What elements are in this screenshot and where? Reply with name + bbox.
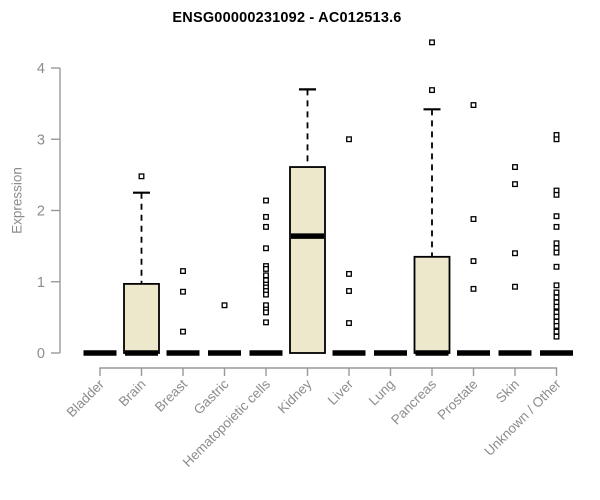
box-pancreas (413, 255, 451, 354)
chart-title: ENSG00000231092 - AC012513.6 (172, 10, 402, 26)
outlier-point (553, 328, 560, 335)
y-tick-label: 3 (37, 132, 45, 148)
outlier-point (553, 213, 560, 220)
y-tick-label: 1 (37, 275, 45, 291)
outlier-point (553, 249, 560, 256)
outlier-point (180, 288, 186, 295)
outlier-point (138, 173, 145, 180)
outlier-point (263, 197, 269, 204)
outlier-point (221, 302, 228, 309)
outlier-point (346, 320, 352, 327)
outlier-point (263, 272, 269, 279)
outlier-point (470, 285, 477, 292)
outlier-point (512, 283, 518, 290)
outlier-point (180, 328, 186, 335)
outlier-point (470, 258, 477, 265)
y-axis-label: Expression (9, 167, 25, 234)
outlier-point (512, 250, 518, 257)
x-tick-label: Unknown / Other (481, 376, 564, 459)
x-tick-label: Skin (493, 377, 522, 406)
outlier-point (553, 294, 560, 301)
outlier-point (553, 333, 560, 340)
y-tick-label: 4 (37, 61, 45, 77)
outlier-point (429, 87, 435, 94)
x-tick-label: Lung (366, 377, 398, 409)
y-tick-label: 0 (37, 346, 45, 362)
outlier-point (553, 303, 560, 310)
outlier-point (263, 309, 269, 316)
outlier-point (553, 223, 560, 230)
outlier-point (553, 322, 560, 329)
outlier-point (346, 288, 352, 294)
outlier-point (470, 102, 477, 108)
outlier-point (512, 181, 518, 188)
outlier-point (553, 282, 560, 289)
outlier-point (553, 136, 560, 143)
outlier-point (553, 263, 560, 270)
x-tick-label: Kidney (275, 376, 315, 416)
outlier-point (553, 240, 560, 247)
outlier-point (553, 191, 560, 198)
outlier-point (512, 164, 518, 170)
outlier-point (263, 319, 269, 326)
x-tick-label: Liver (325, 376, 357, 408)
x-tick-label: Pancreas (388, 376, 439, 427)
outlier-point (263, 265, 269, 272)
box-brain (123, 282, 160, 354)
x-tick-label: Brain (116, 377, 149, 410)
outlier-point (346, 270, 352, 277)
outlier-point (180, 268, 186, 275)
x-tick-label: Bladder (64, 376, 108, 420)
y-tick-label: 2 (37, 204, 45, 220)
box-kidney (289, 166, 326, 354)
outlier-point (263, 291, 269, 298)
outlier-point (263, 213, 269, 220)
outlier-point (263, 245, 269, 252)
outlier-point (470, 216, 477, 222)
x-tick-label: Prostate (434, 377, 480, 423)
outlier-point (429, 39, 435, 46)
outlier-point (263, 223, 269, 230)
x-tick-label: Breast (152, 376, 190, 414)
outlier-point (553, 313, 560, 320)
x-tick-label: Gastric (191, 376, 232, 417)
outlier-point (346, 136, 352, 143)
outlier-point (553, 289, 560, 296)
